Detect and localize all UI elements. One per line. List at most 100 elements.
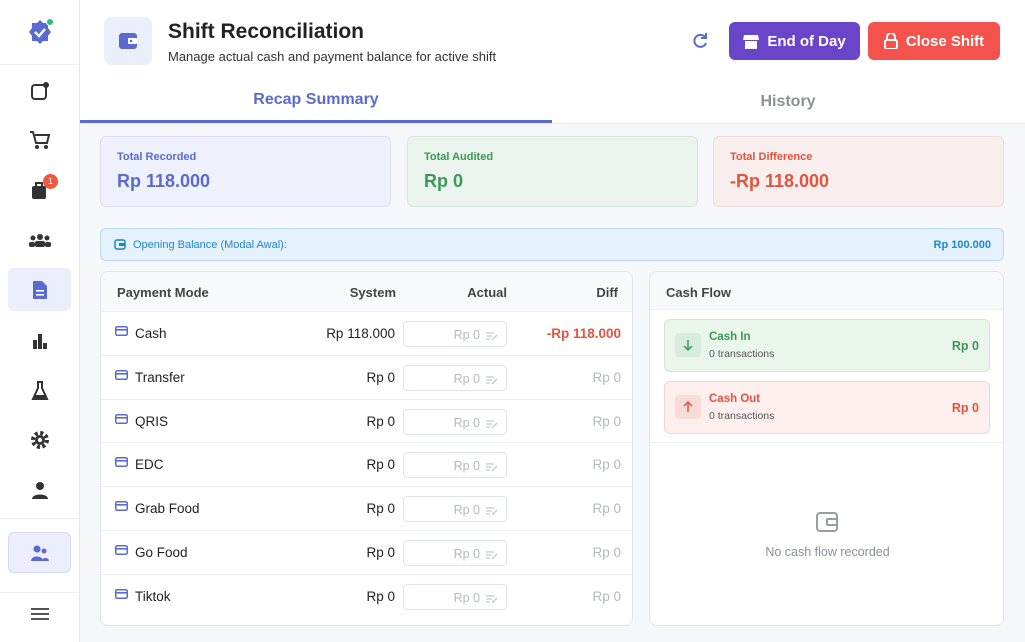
summary-value: -Rp 118.000 <box>730 171 830 191</box>
flow-amount: Rp 0 <box>951 400 979 415</box>
edit-icon <box>486 374 498 388</box>
close-shift-button[interactable]: Close Shift <box>868 22 1000 60</box>
cash-flow-header: Cash Flow <box>650 272 1003 310</box>
edit-icon <box>486 505 498 519</box>
flow-label: Cash In <box>709 331 751 343</box>
actual-input[interactable]: Rp 0 <box>403 321 507 347</box>
diff-amount: Rp 0 <box>592 545 621 560</box>
flow-count: 0 transactions <box>709 348 775 360</box>
badge: 1 <box>43 174 58 189</box>
nav-cart[interactable] <box>8 118 71 161</box>
table-header: Payment Mode System Actual Diff <box>101 272 632 311</box>
payment-table: Payment Mode System Actual Diff Cash Rp 1… <box>100 271 633 626</box>
summary-card: Total Recorded Rp 118.000 <box>100 136 391 207</box>
header-icon <box>104 17 152 65</box>
page-title: Shift Reconciliation <box>168 20 365 43</box>
card-icon <box>115 324 128 339</box>
system-amount: Rp 0 <box>366 501 395 517</box>
system-amount: Rp 0 <box>366 413 395 429</box>
actual-placeholder: Rp 0 <box>453 590 480 605</box>
table-row: Transfer Rp 0 Rp 0 Rp 0 <box>101 354 632 399</box>
actual-placeholder: Rp 0 <box>453 328 480 342</box>
summary-label: Total Difference <box>730 151 813 163</box>
actual-placeholder: Rp 0 <box>453 371 480 386</box>
column-header: Actual <box>467 285 507 300</box>
edit-icon <box>486 549 498 563</box>
nav-user[interactable] <box>8 532 71 573</box>
actual-placeholder: Rp 0 <box>453 459 480 474</box>
cash-flow-title: Cash Flow <box>666 285 732 300</box>
card-icon <box>115 412 128 427</box>
nav-bag[interactable] <box>8 168 71 211</box>
actual-placeholder: Rp 0 <box>453 547 480 561</box>
opening-label: Opening Balance (Modal Awal): <box>133 239 287 251</box>
system-amount: Rp 0 <box>366 457 395 473</box>
tab-recap[interactable]: Recap Summary <box>80 80 552 123</box>
card-icon <box>115 499 128 514</box>
sidebar: 1 <box>0 0 80 642</box>
opening-balance: Opening Balance (Modal Awal): Rp 100.000 <box>100 228 1004 261</box>
nav-settings[interactable] <box>8 418 71 461</box>
edit-icon <box>486 593 498 607</box>
actual-placeholder: Rp 0 <box>453 503 480 518</box>
summary-card: Total Difference -Rp 118.000 <box>713 136 1004 207</box>
tab-history[interactable]: History <box>760 92 816 110</box>
button-label: Close Shift <box>905 32 985 50</box>
opening-value: Rp 100.000 <box>933 239 991 251</box>
cash-flow-panel: Cash Flow No cash flow recorded Cash In 0… <box>649 271 1004 626</box>
edit-icon <box>486 330 498 344</box>
edit-icon <box>486 418 498 432</box>
flow-label: Cash Out <box>709 392 761 405</box>
table-row: EDC Rp 0 Rp 0 Rp 0 <box>101 442 632 486</box>
actual-input[interactable]: Rp 0 <box>403 540 507 566</box>
actual-input[interactable]: Rp 0 <box>403 408 507 435</box>
cash-flow-item: Cash In 0 transactions Rp 0 <box>664 319 990 372</box>
diff-amount: Rp 0 <box>592 369 621 385</box>
flow-amount: Rp 0 <box>951 339 979 353</box>
end-of-day-button[interactable]: End of Day <box>729 22 860 60</box>
column-header: System <box>349 285 396 300</box>
menu-toggle[interactable] <box>31 608 49 620</box>
actual-input[interactable]: Rp 0 <box>403 583 507 610</box>
refresh-button[interactable] <box>691 32 709 50</box>
nav-profile[interactable] <box>8 468 71 511</box>
nav-orders[interactable] <box>8 69 71 112</box>
empty-icon <box>816 512 838 532</box>
summary-value: Rp 118.000 <box>117 171 211 191</box>
diff-amount: -Rp 118.000 <box>546 326 621 341</box>
card-icon <box>115 587 128 602</box>
actual-input[interactable]: Rp 0 <box>403 452 507 479</box>
system-amount: Rp 118.000 <box>326 326 395 341</box>
summary-card: Total Audited Rp 0 <box>407 136 698 207</box>
payment-mode: QRIS <box>135 413 169 429</box>
diff-amount: Rp 0 <box>592 588 621 604</box>
button-label: End of Day <box>767 32 846 50</box>
card-icon <box>115 368 128 383</box>
nav-report[interactable] <box>8 268 71 311</box>
cash-flow-item: Cash Out 0 transactions Rp 0 <box>664 380 990 434</box>
page-subtitle: Manage actual cash and payment balance f… <box>168 49 497 64</box>
table-row: Tiktok Rp 0 Rp 0 Rp 0 <box>101 573 632 618</box>
actual-input[interactable]: Rp 0 <box>403 496 507 523</box>
column-header: Diff <box>596 285 618 300</box>
payment-mode: Tiktok <box>135 588 171 604</box>
diff-amount: Rp 0 <box>592 413 621 429</box>
column-header: Payment Mode <box>117 285 209 300</box>
nav-lab[interactable] <box>8 369 71 412</box>
nav-team[interactable] <box>8 218 71 261</box>
payment-mode: Transfer <box>135 369 185 385</box>
actual-placeholder: Rp 0 <box>453 415 480 430</box>
system-amount: Rp 0 <box>366 545 395 560</box>
diff-amount: Rp 0 <box>592 457 621 473</box>
payment-mode: Grab Food <box>135 501 200 517</box>
edit-icon <box>486 461 498 475</box>
actual-input[interactable]: Rp 0 <box>403 364 507 391</box>
nav-stats[interactable] <box>8 319 71 362</box>
header: Shift Reconciliation Manage actual cash … <box>80 0 1025 124</box>
empty-text: No cash flow recorded <box>765 545 890 559</box>
payment-mode: Cash <box>135 326 167 341</box>
summary-value: Rp 0 <box>424 171 464 191</box>
payment-mode: Go Food <box>135 545 188 560</box>
system-amount: Rp 0 <box>366 369 395 385</box>
